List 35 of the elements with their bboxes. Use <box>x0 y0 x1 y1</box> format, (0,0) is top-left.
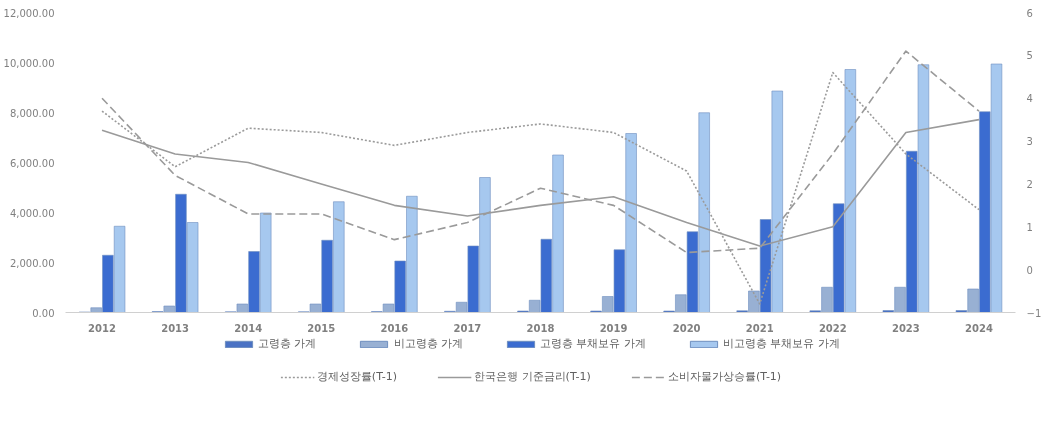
y-tick-label: 4,000.00 <box>9 207 55 219</box>
y2-tick-label: 0 <box>1026 264 1033 276</box>
legend-label: 비고령층 가계 <box>393 336 463 351</box>
x-tick-label: 2012 <box>88 322 116 334</box>
y2-tick-label: 3 <box>1026 136 1033 148</box>
y2-tick-label: −1 <box>1026 307 1042 319</box>
y-tick-label: 6,000.00 <box>9 157 55 169</box>
y-tick-label: 2,000.00 <box>9 257 55 269</box>
x-tick-label: 2018 <box>526 322 555 334</box>
legend-label: 경제성장률(T-1) <box>316 369 398 384</box>
y2-tick-label: 1 <box>1026 221 1033 233</box>
legend-label: 고령층 부채보유 가계 <box>540 336 646 351</box>
legend-label: 소비자물가상승률(T-1) <box>667 369 782 384</box>
y-tick-label: 10,000.00 <box>3 57 55 69</box>
x-tick-label: 2016 <box>380 322 409 334</box>
x-tick-label: 2017 <box>453 322 482 334</box>
y-tick-label: 0.00 <box>32 307 55 319</box>
y2-tick-label: 5 <box>1026 50 1033 62</box>
y2-tick-label: 2 <box>1026 178 1033 190</box>
y-tick-label: 8,000.00 <box>9 107 55 119</box>
y-tick-label: 12,000.00 <box>3 7 55 19</box>
x-tick-label: 2014 <box>234 322 263 334</box>
x-tick-label: 2013 <box>161 322 190 334</box>
y2-tick-label: 6 <box>1026 7 1033 19</box>
x-tick-label: 2022 <box>818 322 847 334</box>
legend-label: 한국은행 기준금리(T-1) <box>474 369 591 384</box>
x-tick-label: 2019 <box>599 322 628 334</box>
x-tick-label: 2021 <box>745 322 774 334</box>
x-tick-label: 2020 <box>672 322 701 334</box>
legend-label: 고령층 가계 <box>258 336 317 351</box>
x-tick-label: 2023 <box>891 322 920 334</box>
y2-tick-label: 4 <box>1026 93 1033 105</box>
x-tick-label: 2015 <box>307 322 336 334</box>
legend-label: 비고령층 부채보유 가계 <box>723 336 840 351</box>
x-tick-label: 2024 <box>965 322 993 334</box>
